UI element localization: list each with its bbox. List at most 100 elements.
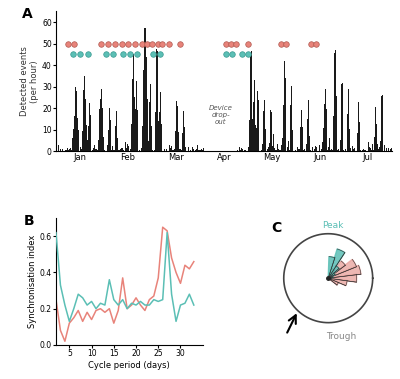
Bar <box>75 101 76 152</box>
Bar <box>104 150 105 152</box>
Bar <box>288 141 289 152</box>
Bar <box>316 146 317 152</box>
Bar <box>79 150 80 152</box>
Bar <box>198 150 199 152</box>
Bar <box>377 144 378 152</box>
Bar <box>202 150 203 152</box>
Bar <box>203 148 204 152</box>
Bar <box>140 151 141 152</box>
Bar <box>80 147 81 152</box>
Bar <box>98 140 99 152</box>
Bar <box>343 150 344 152</box>
Bar <box>287 147 288 152</box>
Bar <box>358 99 359 152</box>
Bar <box>363 149 364 152</box>
Bar <box>129 147 130 152</box>
Bar <box>200 150 201 152</box>
Bar <box>168 151 169 152</box>
Bar <box>146 57 147 152</box>
Polygon shape <box>328 259 356 278</box>
Bar <box>171 146 172 152</box>
Bar <box>251 51 252 152</box>
Bar <box>175 131 176 152</box>
Bar <box>259 151 260 152</box>
Bar <box>329 138 330 152</box>
Bar <box>61 147 62 152</box>
Bar <box>267 149 268 152</box>
Bar <box>190 150 191 152</box>
Bar <box>144 28 145 152</box>
Bar <box>77 108 78 152</box>
Bar <box>145 28 146 152</box>
Bar <box>306 144 307 152</box>
Bar <box>254 80 255 152</box>
Bar <box>107 150 108 152</box>
Bar <box>365 150 366 152</box>
Bar <box>301 110 302 152</box>
Bar <box>141 151 142 152</box>
Bar <box>159 111 160 152</box>
Bar <box>319 145 320 152</box>
Bar <box>83 96 84 152</box>
Bar <box>245 150 246 152</box>
Bar <box>189 151 190 152</box>
Bar <box>240 150 241 152</box>
Bar <box>66 150 67 152</box>
Bar <box>111 138 112 152</box>
Bar <box>263 111 264 152</box>
Bar <box>342 100 343 152</box>
Bar <box>368 149 369 152</box>
Bar <box>90 115 91 152</box>
Y-axis label: Detected events
(per hour): Detected events (per hour) <box>20 47 39 116</box>
Bar <box>275 150 276 152</box>
Bar <box>122 148 123 152</box>
Bar <box>367 151 368 152</box>
Bar <box>313 151 314 152</box>
Bar <box>384 145 385 152</box>
Bar <box>332 151 333 152</box>
Bar <box>74 116 75 152</box>
Bar <box>379 147 380 152</box>
Bar <box>132 79 133 152</box>
Bar <box>312 147 313 152</box>
Bar <box>182 133 183 152</box>
Bar <box>272 146 273 152</box>
Bar <box>384 133 385 152</box>
Bar <box>283 105 284 152</box>
Bar <box>383 151 384 152</box>
Bar <box>243 151 244 152</box>
Bar <box>374 121 375 152</box>
Bar <box>281 145 282 152</box>
Bar <box>385 144 386 152</box>
Bar <box>293 150 294 152</box>
Bar <box>63 148 64 152</box>
Bar <box>237 150 238 152</box>
Bar <box>123 151 124 152</box>
Bar <box>150 84 151 152</box>
Bar <box>153 151 154 152</box>
Bar <box>166 149 167 152</box>
Bar <box>388 144 389 152</box>
Text: C: C <box>271 221 282 235</box>
Bar <box>155 113 156 152</box>
Bar <box>307 119 308 152</box>
Bar <box>282 138 283 152</box>
Bar <box>85 85 86 152</box>
Bar <box>99 128 100 152</box>
Bar <box>139 150 140 152</box>
Bar <box>172 150 173 152</box>
Bar <box>103 123 104 152</box>
Bar <box>295 150 296 152</box>
Bar <box>156 49 157 152</box>
Polygon shape <box>328 278 347 286</box>
Bar <box>300 127 301 152</box>
Bar <box>164 149 165 152</box>
Bar <box>148 141 149 152</box>
Bar <box>261 150 262 152</box>
Bar <box>117 124 118 152</box>
Bar <box>86 125 87 152</box>
Bar <box>331 149 332 152</box>
Bar <box>121 149 122 152</box>
Bar <box>158 121 159 152</box>
Bar <box>349 129 350 152</box>
